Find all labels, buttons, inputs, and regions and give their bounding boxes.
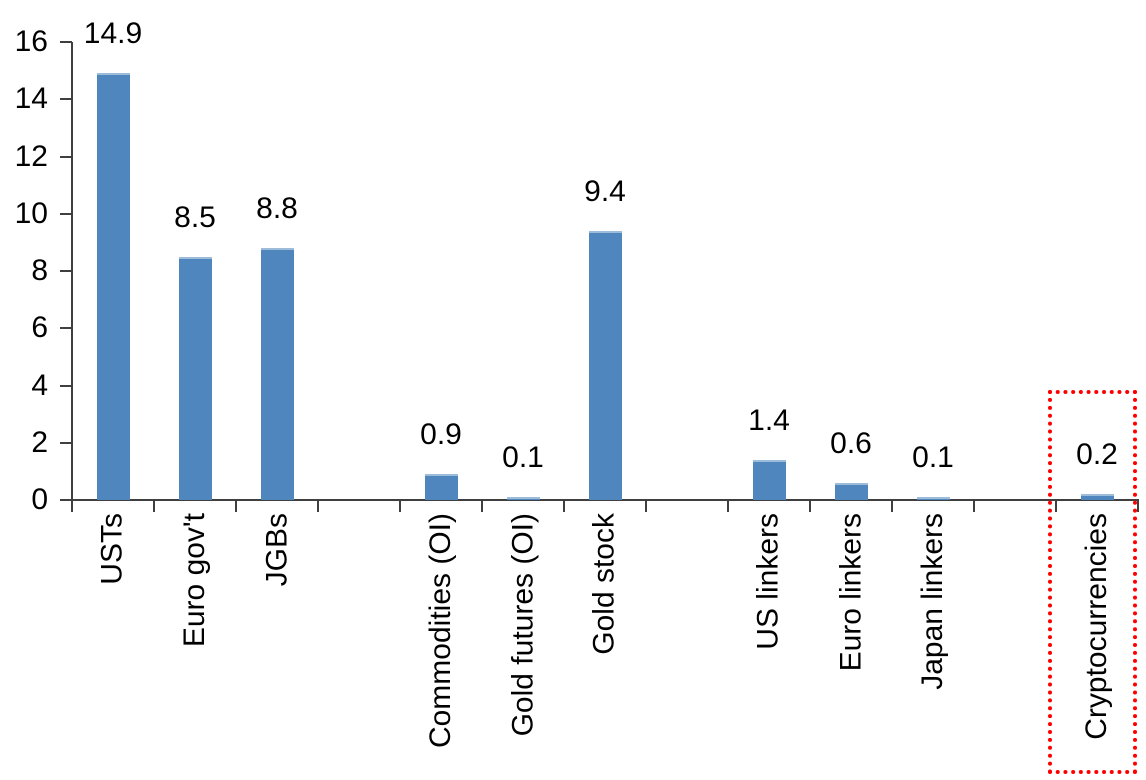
y-axis-tick-label: 6 (31, 311, 48, 345)
y-axis-tick (60, 441, 72, 444)
bar-value-label-commodities-oi: 0.9 (420, 418, 462, 452)
y-axis-tick (60, 155, 72, 158)
y-axis-tick-label: 2 (31, 425, 48, 459)
bar-value-label-japan-linkers: 0.1 (912, 441, 954, 475)
x-axis-tick (399, 501, 401, 512)
x-axis-tick (1137, 501, 1139, 512)
x-axis-tick (809, 501, 811, 512)
bar-gold-stock (589, 230, 622, 500)
x-axis-line (71, 499, 1139, 501)
y-axis-tick-label: 16 (14, 25, 48, 58)
bar-value-label-us-linkers: 1.4 (748, 403, 790, 437)
bar-japan-linkers (917, 497, 950, 500)
x-axis-tick (481, 501, 483, 512)
y-axis-tick (60, 212, 72, 215)
bar-value-label-euro-gov-t: 8.5 (174, 200, 216, 234)
bar-value-label-gold-futures-oi: 0.1 (502, 441, 544, 475)
y-axis-tick-label: 14 (14, 82, 48, 116)
x-category-label-gold-futures-oi: Gold futures (OI) (506, 513, 539, 737)
bar-value-label-euro-linkers: 0.6 (830, 426, 872, 460)
x-category-label-jgbs: JGBs (260, 513, 293, 587)
x-category-label-us-linkers: US linkers (752, 513, 785, 650)
bar-euro-gov-t (179, 256, 212, 500)
bar-jgbs (261, 248, 294, 500)
x-axis-tick (1055, 501, 1057, 512)
x-category-label-euro-linkers: Euro linkers (834, 513, 867, 672)
y-axis-tick (60, 270, 72, 272)
x-category-label-euro-gov-t: Euro gov't (178, 513, 211, 648)
x-axis-tick (973, 501, 975, 512)
bar-us-linkers (753, 459, 786, 500)
x-axis-tick (645, 501, 647, 512)
y-axis-tick-label: 10 (14, 196, 48, 230)
y-axis-tick (60, 327, 72, 330)
bar-usts (97, 73, 130, 500)
x-category-label-usts: USTs (96, 513, 129, 585)
x-axis-tick (563, 501, 565, 512)
bar-euro-linkers (835, 482, 868, 500)
x-category-label-japan-linkers: Japan linkers (916, 513, 949, 690)
y-axis-tick-label: 4 (31, 368, 48, 402)
bar-value-label-cryptocurrencies: 0.2 (1076, 438, 1118, 472)
x-axis-tick (891, 501, 893, 512)
y-axis-tick (60, 41, 72, 43)
bar-commodities-oi (425, 474, 458, 500)
y-axis-tick (60, 384, 72, 387)
x-axis-tick (727, 501, 729, 512)
bar-value-label-jgbs: 8.8 (256, 192, 298, 226)
bar-gold-futures-oi (507, 497, 540, 500)
highlight-box-cryptocurrencies (1048, 390, 1137, 774)
bar-value-label-gold-stock: 9.4 (584, 174, 626, 208)
y-axis-tick-label: 8 (31, 254, 48, 287)
x-axis-tick (235, 501, 237, 512)
y-axis-tick (60, 499, 72, 501)
x-category-label-commodities-oi: Commodities (OI) (424, 513, 457, 749)
x-category-label-gold-stock: Gold stock (588, 513, 621, 655)
x-axis-tick (317, 501, 319, 512)
y-axis-tick (60, 98, 72, 101)
y-axis-tick-label: 0 (31, 483, 48, 516)
bar-cryptocurrencies (1081, 494, 1114, 500)
y-axis-line (71, 42, 73, 502)
x-axis-tick (71, 501, 73, 512)
x-axis-tick (153, 501, 155, 512)
bar-value-label-usts: 14.9 (83, 17, 143, 51)
y-axis-tick-label: 12 (14, 139, 48, 173)
